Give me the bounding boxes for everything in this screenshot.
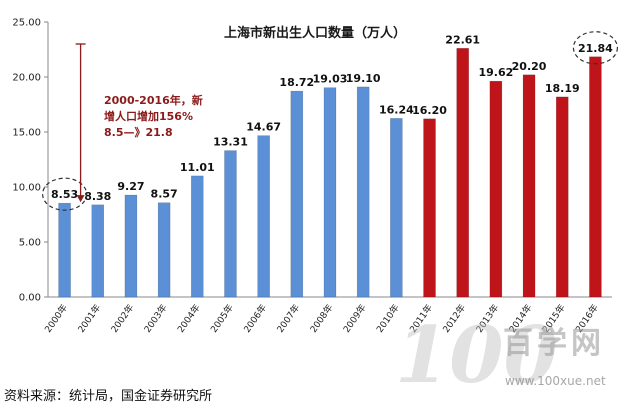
watermark: 100 百学网 www.100xue.net bbox=[395, 310, 640, 407]
bar bbox=[224, 150, 237, 298]
annotation-text: 2000-2016年，新 bbox=[104, 93, 203, 107]
annotation-text: 增人口增加156% bbox=[104, 109, 193, 123]
data-label: 8.57 bbox=[151, 188, 178, 201]
data-label: 21.84 bbox=[578, 42, 613, 55]
bar bbox=[323, 87, 337, 298]
x-tick-label: 2005年 bbox=[208, 302, 236, 335]
x-tick-label: 2002年 bbox=[108, 302, 136, 335]
highlight-circle bbox=[572, 31, 619, 65]
data-label: 8.53 bbox=[51, 188, 78, 201]
y-tick-label: 20.00 bbox=[12, 73, 41, 84]
data-label: 11.01 bbox=[180, 161, 215, 174]
y-tick-label: 0.00 bbox=[19, 293, 41, 304]
annotation-arrow-head bbox=[76, 195, 85, 203]
watermark-mark: 100 bbox=[395, 310, 558, 401]
data-label: 19.62 bbox=[478, 66, 513, 79]
data-label: 16.20 bbox=[412, 104, 447, 117]
bar bbox=[157, 202, 171, 298]
data-label: 19.10 bbox=[346, 72, 381, 85]
bar bbox=[124, 194, 138, 298]
bar bbox=[91, 204, 105, 298]
bar bbox=[390, 118, 403, 298]
x-tick-label: 2000年 bbox=[42, 302, 70, 335]
annotation-text: 8.5—》21.8 bbox=[104, 126, 173, 139]
x-tick-label: 2006年 bbox=[241, 302, 269, 335]
bar bbox=[489, 80, 503, 298]
bar bbox=[191, 175, 204, 298]
bar bbox=[257, 135, 270, 298]
watermark-name: 百学网 bbox=[503, 326, 605, 361]
y-tick-label: 25.00 bbox=[12, 18, 41, 29]
x-tick-label: 2009年 bbox=[341, 302, 369, 335]
bars bbox=[58, 48, 602, 298]
bar bbox=[423, 118, 436, 298]
data-label: 8.38 bbox=[84, 190, 111, 203]
data-label: 16.24 bbox=[379, 103, 414, 116]
x-tick-label: 2003年 bbox=[141, 302, 169, 335]
x-tick-label: 2007年 bbox=[274, 302, 302, 335]
y-tick-label: 5.00 bbox=[19, 238, 41, 249]
bar bbox=[356, 86, 370, 298]
data-label: 19.03 bbox=[313, 73, 348, 86]
data-label: 14.67 bbox=[246, 121, 281, 134]
highlight-circle bbox=[41, 177, 88, 211]
data-label: 18.19 bbox=[545, 82, 580, 95]
y-tick-label: 10.00 bbox=[12, 183, 41, 194]
data-label: 9.27 bbox=[117, 180, 144, 193]
data-labels: 8.53 8.38 9.27 8.57 11.01 13.31 14.67 18.7219.0… bbox=[41, 31, 619, 211]
x-tick-label: 2001年 bbox=[75, 302, 103, 335]
data-label: 18.72 bbox=[279, 76, 314, 89]
chart-title: 上海市新出生人口数量（万人） bbox=[224, 25, 406, 41]
data-label: 20.20 bbox=[512, 60, 547, 73]
bar bbox=[290, 90, 304, 298]
bar bbox=[555, 96, 569, 298]
data-label: 22.61 bbox=[445, 33, 480, 46]
bar bbox=[589, 56, 602, 298]
bar bbox=[58, 202, 71, 298]
x-tick-label: 2008年 bbox=[307, 302, 335, 335]
x-tick-label: 2004年 bbox=[175, 302, 203, 335]
data-label: 13.31 bbox=[213, 136, 248, 149]
watermark-url: www.100xue.net bbox=[505, 374, 606, 388]
bar bbox=[522, 74, 536, 298]
y-tick-label: 15.00 bbox=[12, 128, 41, 139]
source-note: 资料来源：统计局，国金证券研究所 bbox=[4, 389, 213, 404]
bar bbox=[456, 48, 469, 298]
